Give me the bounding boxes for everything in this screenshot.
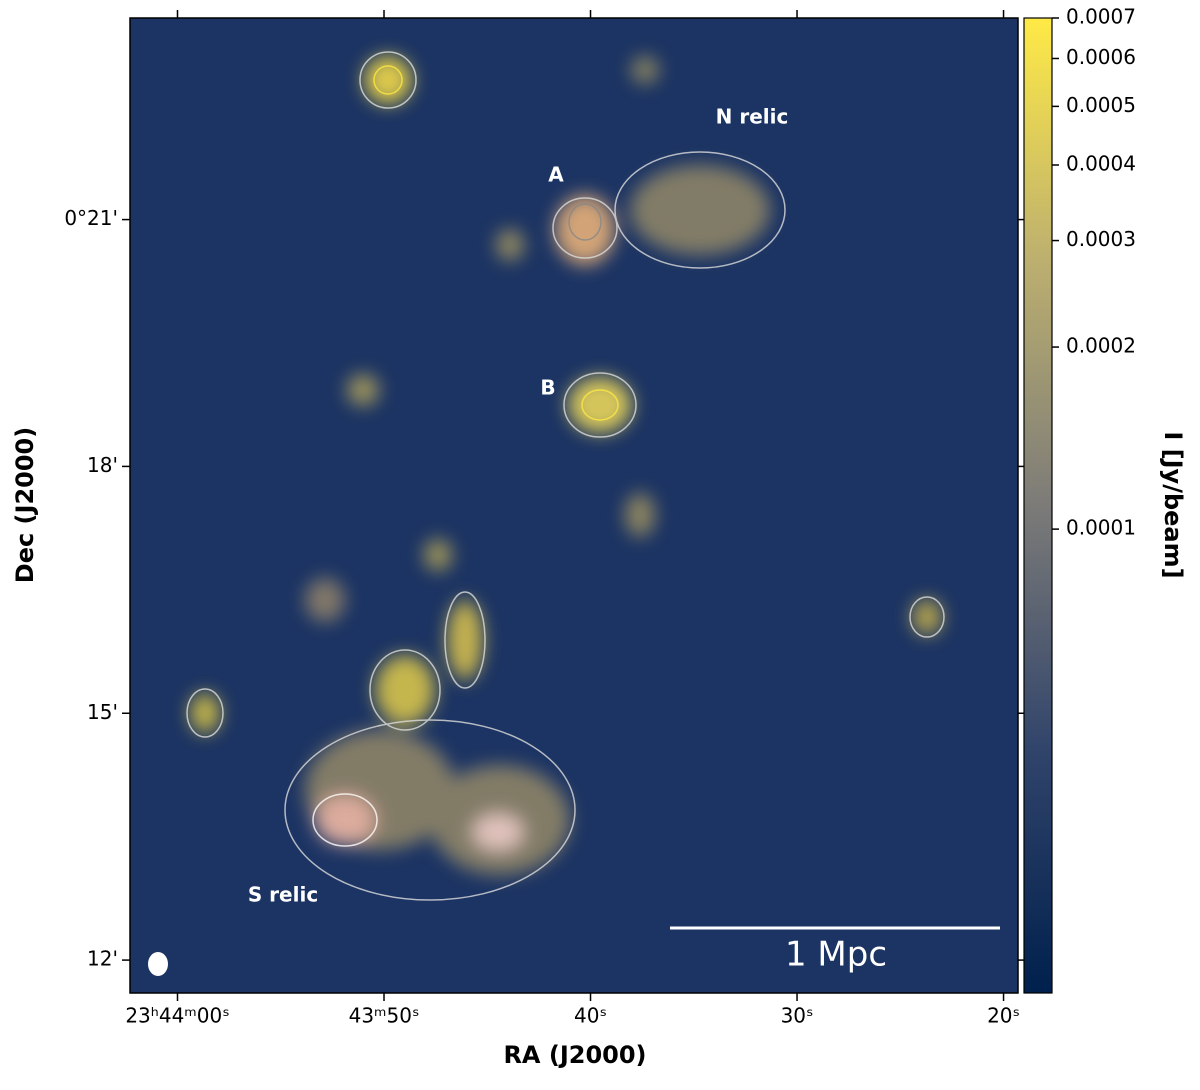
scale-label: 1 Mpc	[785, 935, 887, 975]
beam	[148, 952, 168, 976]
label-n-relic: N relic	[716, 105, 789, 129]
colorbar-label: I [Jy/beam]	[1159, 431, 1187, 578]
colorbar-tick-label: 0.0004	[1066, 151, 1136, 175]
sky-image	[130, 18, 1018, 993]
y-tick-label: 12'	[87, 947, 118, 971]
colorbar-tick-label: 0.0007	[1066, 5, 1136, 29]
colorbar-tick-label: 0.0002	[1066, 334, 1136, 358]
x-axis-label: RA (J2000)	[503, 1041, 646, 1069]
y-tick-label: 18'	[87, 453, 118, 477]
contours	[186, 51, 945, 901]
y-tick-label: 0°21'	[64, 206, 118, 230]
x-tick-label: 23ʰ44ᵐ00ˢ	[125, 1004, 229, 1028]
x-tick-label: 40ˢ	[574, 1004, 607, 1028]
colorbar	[1023, 17, 1053, 994]
x-tick-label: 20ˢ	[987, 1004, 1020, 1028]
colorbar-tick-label: 0.0003	[1066, 227, 1136, 251]
y-axis-label: Dec (J2000)	[11, 427, 39, 583]
frame	[129, 17, 1019, 994]
colorbar-tick-label: 0.0001	[1066, 516, 1136, 540]
x-tick-label: 43ᵐ50ˢ	[349, 1004, 420, 1028]
label-a: A	[548, 163, 564, 187]
label-s-relic: S relic	[248, 883, 318, 907]
emission	[190, 56, 942, 875]
y-tick-label: 15'	[87, 700, 118, 724]
colorbar-tick-label: 0.0006	[1066, 45, 1136, 69]
x-tick-label: 30ˢ	[781, 1004, 814, 1028]
colorbar-tick-label: 0.0005	[1066, 93, 1136, 117]
label-b: B	[540, 376, 555, 400]
